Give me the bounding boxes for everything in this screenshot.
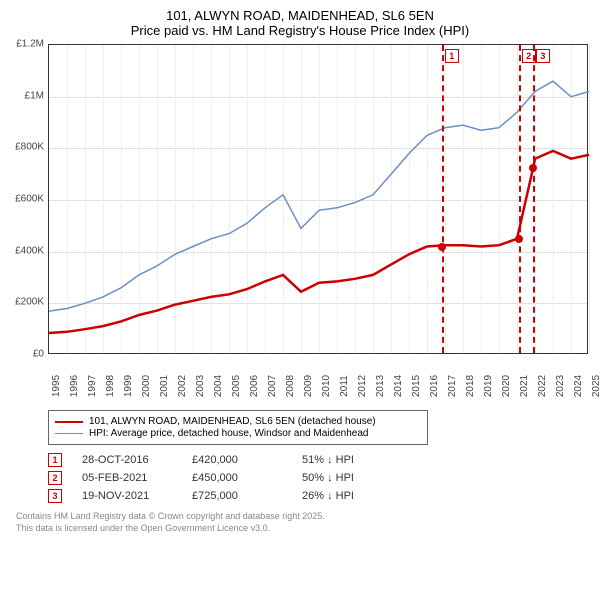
legend-swatch [55, 433, 83, 434]
gridline-v [589, 45, 590, 353]
y-tick-label: £800K [15, 142, 44, 153]
x-tick-label: 1997 [87, 375, 98, 397]
y-tick-label: £200K [15, 297, 44, 308]
chart-svg [49, 45, 589, 355]
sale-marker-3: 3 [536, 49, 550, 63]
sale-point-2 [515, 235, 523, 243]
x-tick-label: 2016 [429, 375, 440, 397]
legend: 101, ALWYN ROAD, MAIDENHEAD, SL6 5EN (de… [48, 410, 428, 445]
x-tick-label: 1996 [69, 375, 80, 397]
x-tick-label: 2019 [483, 375, 494, 397]
x-tick-label: 2007 [267, 375, 278, 397]
sale-vline-3 [533, 45, 535, 353]
legend-item: 101, ALWYN ROAD, MAIDENHEAD, SL6 5EN (de… [55, 416, 421, 427]
x-tick-label: 2000 [141, 375, 152, 397]
sales-row-delta: 50% ↓ HPI [302, 472, 354, 484]
sales-row: 2 05-FEB-2021£450,00050% ↓ HPI [48, 471, 592, 485]
sales-row-marker: 3 [48, 489, 62, 503]
sales-table: 1 28-OCT-2016£420,00051% ↓ HPI 2 05-FEB-202… [48, 453, 592, 503]
footnote-line-1: Contains HM Land Registry data © Crown c… [16, 511, 592, 523]
x-tick-label: 2004 [213, 375, 224, 397]
x-tick-label: 2020 [501, 375, 512, 397]
chart-title: 101, ALWYN ROAD, MAIDENHEAD, SL6 5EN Pri… [8, 8, 592, 38]
x-tick-label: 2021 [519, 375, 530, 397]
x-tick-label: 2023 [555, 375, 566, 397]
sale-marker-1: 1 [445, 49, 459, 63]
x-tick-label: 2014 [393, 375, 404, 397]
sale-point-3 [529, 164, 537, 172]
x-tick-label: 2025 [591, 375, 600, 397]
x-tick-label: 2006 [249, 375, 260, 397]
x-tick-label: 2017 [447, 375, 458, 397]
x-tick-label: 2010 [321, 375, 332, 397]
x-tick-label: 2008 [285, 375, 296, 397]
sale-vline-2 [519, 45, 521, 353]
sales-row-price: £450,000 [192, 472, 302, 484]
sales-row-date: 28-OCT-2016 [82, 454, 192, 466]
chart: £0£200K£400K£600K£800K£1M£1.2M 123 19951… [8, 44, 592, 404]
sales-row-price: £725,000 [192, 490, 302, 502]
sales-row-date: 05-FEB-2021 [82, 472, 192, 484]
x-tick-label: 2005 [231, 375, 242, 397]
x-tick-label: 2024 [573, 375, 584, 397]
legend-label: 101, ALWYN ROAD, MAIDENHEAD, SL6 5EN (de… [89, 416, 376, 427]
footnote-line-2: This data is licensed under the Open Gov… [16, 523, 592, 535]
sale-vline-1 [442, 45, 444, 353]
series-hpi [49, 81, 589, 311]
x-tick-label: 1999 [123, 375, 134, 397]
x-tick-label: 2011 [339, 375, 350, 397]
y-tick-label: £0 [33, 349, 44, 360]
x-tick-label: 2022 [537, 375, 548, 397]
sales-row-date: 19-NOV-2021 [82, 490, 192, 502]
sales-row: 3 19-NOV-2021£725,00026% ↓ HPI [48, 489, 592, 503]
legend-label: HPI: Average price, detached house, Wind… [89, 428, 368, 439]
title-line-2: Price paid vs. HM Land Registry's House … [8, 23, 592, 38]
y-tick-label: £400K [15, 245, 44, 256]
x-tick-label: 1995 [51, 375, 62, 397]
title-line-1: 101, ALWYN ROAD, MAIDENHEAD, SL6 5EN [8, 8, 592, 23]
x-tick-label: 2002 [177, 375, 188, 397]
x-tick-label: 2009 [303, 375, 314, 397]
y-tick-label: £1.2M [16, 39, 44, 50]
y-axis: £0£200K£400K£600K£800K£1M£1.2M [8, 44, 48, 354]
sale-point-1 [438, 243, 446, 251]
plot-area: 123 [48, 44, 588, 354]
footnote: Contains HM Land Registry data © Crown c… [16, 511, 592, 534]
x-tick-label: 2001 [159, 375, 170, 397]
x-tick-label: 2012 [357, 375, 368, 397]
x-tick-label: 2013 [375, 375, 386, 397]
sales-row-marker: 2 [48, 471, 62, 485]
x-axis: 1995 1996 1997 1998 1999 2000 2001 2002 2003 2004… [48, 358, 588, 404]
legend-item: HPI: Average price, detached house, Wind… [55, 428, 421, 439]
y-tick-label: £600K [15, 194, 44, 205]
sales-row: 1 28-OCT-2016£420,00051% ↓ HPI [48, 453, 592, 467]
sales-row-marker: 1 [48, 453, 62, 467]
sales-row-price: £420,000 [192, 454, 302, 466]
y-tick-label: £1M [25, 90, 44, 101]
legend-swatch [55, 421, 83, 423]
sales-row-delta: 26% ↓ HPI [302, 490, 354, 502]
series-price_paid [49, 151, 589, 333]
x-tick-label: 1998 [105, 375, 116, 397]
sales-row-delta: 51% ↓ HPI [302, 454, 354, 466]
x-tick-label: 2003 [195, 375, 206, 397]
x-tick-label: 2018 [465, 375, 476, 397]
x-tick-label: 2015 [411, 375, 422, 397]
